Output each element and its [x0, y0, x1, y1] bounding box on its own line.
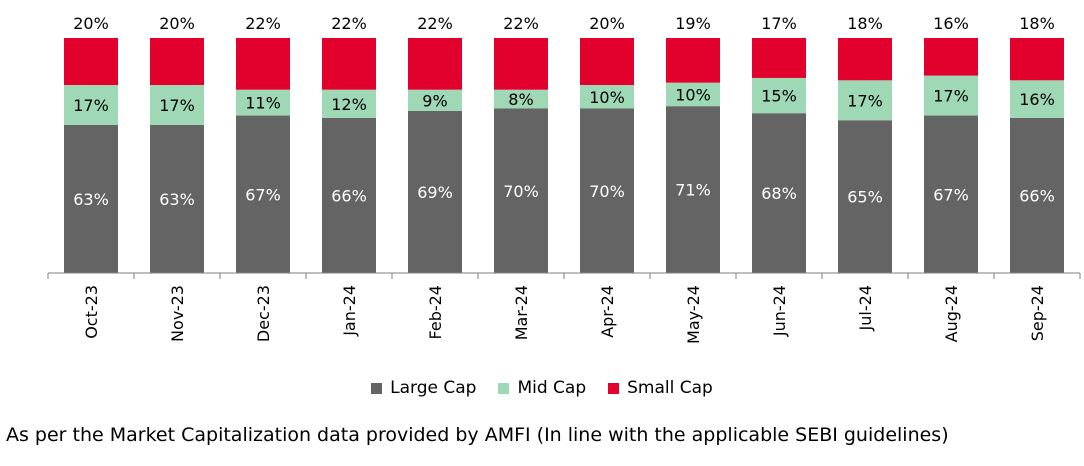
- bar-large-cap-oct-23: [64, 124, 118, 273]
- bar-mid-cap-dec-23: [236, 89, 290, 116]
- data-label-small-cap-jan-24: 22%: [331, 14, 367, 33]
- bar-mid-cap-apr-24: [580, 85, 634, 109]
- bar-small-cap-may-24: [666, 38, 720, 83]
- bar-large-cap-jan-24: [322, 117, 376, 274]
- data-label-mid-cap-aug-24: 17%: [933, 87, 969, 106]
- legend-label-mid-cap: Mid Cap: [517, 378, 587, 398]
- footnote: As per the Market Capitalization data pr…: [6, 424, 949, 446]
- x-tick-label-sep-24: Sep-24: [1028, 285, 1047, 341]
- x-tick-label-oct-23: Oct-23: [82, 285, 101, 339]
- x-tick-label-nov-23: Nov-23: [168, 285, 187, 342]
- bar-small-cap-jul-24: [838, 38, 892, 81]
- data-label-large-cap-nov-23: 63%: [159, 190, 195, 209]
- bar-mid-cap-jul-24: [838, 80, 892, 121]
- legend-item-mid-cap: Mid Cap: [498, 378, 586, 398]
- bar-small-cap-jun-24: [752, 38, 806, 78]
- data-label-mid-cap-nov-23: 17%: [159, 96, 195, 115]
- bar-large-cap-jul-24: [838, 120, 892, 273]
- bar-large-cap-sep-24: [1010, 117, 1064, 274]
- data-label-large-cap-oct-23: 63%: [73, 190, 109, 209]
- bar-small-cap-feb-24: [408, 38, 462, 90]
- data-label-small-cap-dec-23: 22%: [245, 14, 281, 33]
- data-label-large-cap-may-24: 71%: [675, 181, 711, 200]
- x-tick-label-apr-24: Apr-24: [598, 285, 617, 338]
- legend-swatch-small-cap: [608, 382, 620, 394]
- bar-large-cap-nov-23: [150, 124, 204, 273]
- data-label-mid-cap-sep-24: 16%: [1019, 90, 1055, 109]
- bar-small-cap-aug-24: [924, 38, 978, 76]
- data-label-small-cap-feb-24: 22%: [417, 14, 453, 33]
- bar-large-cap-may-24: [666, 106, 720, 274]
- data-label-small-cap-sep-24: 18%: [1019, 14, 1055, 33]
- bar-mid-cap-feb-24: [408, 89, 462, 111]
- bar-mid-cap-mar-24: [494, 89, 548, 109]
- data-label-mid-cap-apr-24: 10%: [589, 88, 625, 107]
- legend-label-small-cap: Small Cap: [627, 378, 713, 398]
- legend-swatch-large-cap: [371, 382, 383, 394]
- data-label-large-cap-mar-24: 70%: [503, 182, 539, 201]
- x-tick-label-jan-24: Jan-24: [340, 285, 359, 337]
- bar-small-cap-dec-23: [236, 38, 290, 90]
- data-label-mid-cap-may-24: 10%: [675, 85, 711, 104]
- data-label-large-cap-dec-23: 67%: [245, 185, 281, 204]
- bar-large-cap-mar-24: [494, 108, 548, 273]
- x-tick-label-may-24: May-24: [684, 285, 703, 344]
- legend-item-small-cap: Small Cap: [608, 378, 713, 398]
- x-tick-label-dec-23: Dec-23: [254, 285, 273, 342]
- bar-mid-cap-nov-23: [150, 85, 204, 125]
- bar-large-cap-dec-23: [236, 115, 290, 273]
- data-label-large-cap-aug-24: 67%: [933, 185, 969, 204]
- bar-small-cap-apr-24: [580, 38, 634, 85]
- bar-large-cap-feb-24: [408, 110, 462, 273]
- bar-large-cap-jun-24: [752, 113, 806, 273]
- data-label-mid-cap-jan-24: 12%: [331, 95, 367, 114]
- data-label-small-cap-may-24: 19%: [675, 14, 711, 33]
- data-label-small-cap-nov-23: 20%: [159, 14, 195, 33]
- legend-swatch-mid-cap: [498, 382, 510, 394]
- data-label-large-cap-sep-24: 66%: [1019, 186, 1055, 205]
- data-label-small-cap-oct-23: 20%: [73, 14, 109, 33]
- chart-legend: Large Cap Mid Cap Small Cap: [0, 378, 1084, 398]
- x-tick-label-aug-24: Aug-24: [942, 285, 961, 342]
- bar-small-cap-mar-24: [494, 38, 548, 90]
- x-tick-label-feb-24: Feb-24: [426, 285, 445, 339]
- bar-small-cap-jan-24: [322, 38, 376, 90]
- data-label-large-cap-apr-24: 70%: [589, 182, 625, 201]
- bar-mid-cap-jan-24: [322, 89, 376, 118]
- data-label-small-cap-aug-24: 16%: [933, 14, 969, 33]
- bar-small-cap-oct-23: [64, 38, 118, 85]
- data-label-small-cap-apr-24: 20%: [589, 14, 625, 33]
- legend-item-large-cap: Large Cap: [371, 378, 476, 398]
- data-label-mid-cap-dec-23: 11%: [245, 94, 281, 113]
- data-label-large-cap-jun-24: 68%: [761, 184, 797, 203]
- x-tick-label-mar-24: Mar-24: [512, 285, 531, 340]
- bar-mid-cap-may-24: [666, 82, 720, 107]
- bar-mid-cap-sep-24: [1010, 80, 1064, 118]
- data-label-mid-cap-mar-24: 8%: [508, 90, 533, 109]
- data-label-mid-cap-jun-24: 15%: [761, 87, 797, 106]
- data-label-large-cap-feb-24: 69%: [417, 183, 453, 202]
- data-label-mid-cap-oct-23: 17%: [73, 96, 109, 115]
- data-label-large-cap-jul-24: 65%: [847, 188, 883, 207]
- stacked-bar-chart: 63% 17% 20% Oct-23 63% 17% 20% Nov-23 67% 11% 22% D…: [47, 14, 1081, 344]
- data-label-small-cap-mar-24: 22%: [503, 14, 539, 33]
- bar-small-cap-nov-23: [150, 38, 204, 85]
- bar-large-cap-aug-24: [924, 115, 978, 273]
- x-tick-label-jul-24: Jul-24: [856, 285, 875, 331]
- bar-mid-cap-aug-24: [924, 75, 978, 116]
- bar-mid-cap-jun-24: [752, 77, 806, 114]
- bar-large-cap-apr-24: [580, 108, 634, 273]
- data-label-mid-cap-feb-24: 9%: [422, 91, 447, 110]
- data-label-large-cap-jan-24: 66%: [331, 186, 367, 205]
- legend-label-large-cap: Large Cap: [390, 378, 477, 398]
- data-label-small-cap-jul-24: 18%: [847, 14, 883, 33]
- bar-mid-cap-oct-23: [64, 85, 118, 125]
- data-label-mid-cap-jul-24: 17%: [847, 91, 883, 110]
- bar-small-cap-sep-24: [1010, 38, 1064, 81]
- x-tick-label-jun-24: Jun-24: [770, 285, 789, 337]
- data-label-small-cap-jun-24: 17%: [761, 14, 797, 33]
